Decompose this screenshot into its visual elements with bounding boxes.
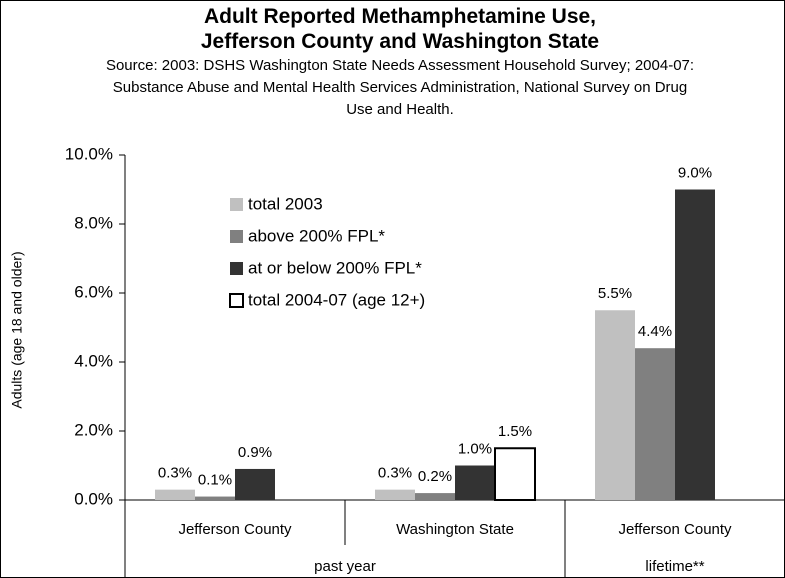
bar [494, 447, 536, 501]
x-tick-label: Jefferson County [618, 521, 732, 538]
legend-swatch [230, 230, 243, 243]
bar [595, 310, 635, 500]
bar [195, 496, 235, 500]
legend-label: total 2003 [248, 194, 323, 213]
value-label: 0.2% [418, 468, 452, 485]
y-tick-label: 10.0% [65, 144, 113, 163]
value-label: 0.3% [158, 465, 192, 482]
y-tick-label: 2.0% [74, 420, 113, 439]
bar [635, 348, 675, 500]
group-label: lifetime** [645, 558, 704, 575]
bar [155, 489, 195, 500]
value-label: 4.4% [638, 323, 672, 340]
chart-title: Adult Reported Methamphetamine Use, Jeff… [200, 5, 600, 53]
y-tick-label: 6.0% [74, 282, 113, 301]
y-tick-label: 0.0% [74, 489, 113, 508]
bar [235, 468, 275, 500]
legend-label: total 2004-07 (age 12+) [248, 290, 425, 309]
y-axis-label: Adults (age 18 and older) [9, 251, 25, 408]
legend-label: at or below 200% FPL* [248, 258, 422, 277]
bar [375, 489, 415, 500]
legend-swatch [229, 293, 244, 308]
chart-subtitle: Source: 2003: DSHS Washington State Need… [105, 57, 695, 118]
bar [455, 465, 495, 500]
x-tick-label: Jefferson County [178, 521, 292, 538]
legend-swatch [230, 198, 243, 211]
value-label: 0.9% [238, 444, 272, 461]
value-label: 5.5% [598, 285, 632, 302]
value-label: 0.1% [198, 472, 232, 489]
value-label: 9.0% [678, 164, 712, 181]
y-tick-label: 4.0% [74, 351, 113, 370]
bar [675, 189, 715, 500]
value-label: 1.0% [458, 440, 492, 457]
x-tick-label: Washington State [396, 521, 514, 538]
legend-swatch [230, 262, 243, 275]
legend-label: above 200% FPL* [248, 226, 385, 245]
bar [415, 493, 455, 500]
group-label: past year [314, 558, 376, 575]
value-label: 1.5% [498, 423, 532, 440]
y-tick-label: 8.0% [74, 213, 113, 232]
value-label: 0.3% [378, 465, 412, 482]
